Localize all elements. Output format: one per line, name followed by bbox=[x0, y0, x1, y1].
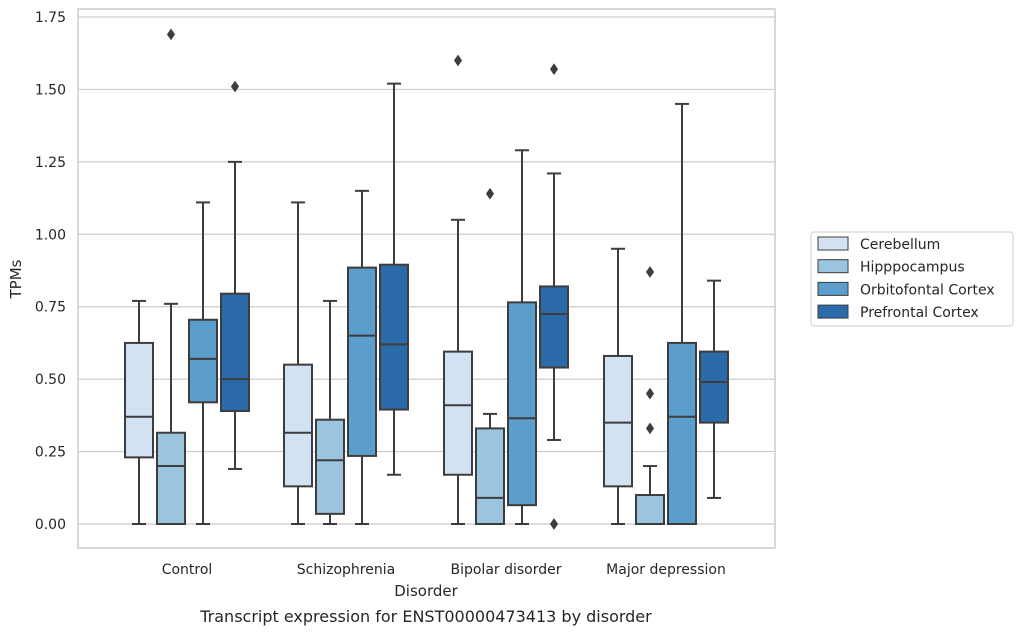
box-prefrontal-cortex-bipolar-disorder bbox=[539, 63, 569, 530]
legend: Cerebellum Hipppocampus Orbitofontal Corte… bbox=[810, 231, 1014, 327]
legend-label: Hipppocampus bbox=[860, 260, 965, 276]
box-body bbox=[699, 350, 729, 424]
box-body bbox=[635, 494, 665, 525]
legend-swatch bbox=[817, 259, 849, 274]
y-tick-label: 1.50 bbox=[35, 82, 66, 98]
box-body bbox=[443, 350, 473, 476]
box-cerebellum-control bbox=[124, 299, 154, 525]
box-cerebellum-bipolar-disorder bbox=[443, 54, 473, 525]
box-body bbox=[379, 263, 409, 411]
y-tick-label: 0.75 bbox=[35, 300, 66, 316]
y-axis-ticks: 0.00 0.25 0.50 0.75 1.00 1.25 1.50 1.75 bbox=[35, 10, 66, 533]
box-body bbox=[667, 341, 697, 525]
outlier-point bbox=[645, 387, 655, 400]
box-body bbox=[603, 354, 633, 488]
y-tick-label: 1.00 bbox=[35, 227, 66, 243]
box-prefrontal-cortex-schizophrenia bbox=[379, 82, 409, 476]
y-tick-label: 1.75 bbox=[35, 10, 66, 26]
x-tick-label: Schizophrenia bbox=[297, 562, 395, 578]
box-body bbox=[539, 285, 569, 369]
plot-area bbox=[124, 28, 729, 530]
legend-swatch bbox=[817, 304, 849, 319]
y-tick-label: 0.00 bbox=[35, 517, 66, 533]
legend-label: Cerebellum bbox=[860, 237, 940, 253]
x-tick-label: Bipolar disorder bbox=[450, 562, 561, 578]
box-body bbox=[156, 431, 186, 525]
box-body bbox=[124, 341, 154, 459]
box-cerebellum-schizophrenia bbox=[283, 201, 313, 525]
box-body bbox=[315, 418, 345, 515]
box-body bbox=[283, 363, 313, 488]
y-tick-label: 0.25 bbox=[35, 445, 66, 461]
box-body bbox=[220, 292, 250, 413]
outlier-point bbox=[549, 63, 559, 76]
box-hipppocampus-control bbox=[156, 28, 186, 525]
box-prefrontal-cortex-control bbox=[220, 80, 250, 470]
x-tick-label: Major depression bbox=[606, 562, 726, 578]
legend-swatch bbox=[817, 236, 849, 251]
legend-label: Prefrontal Cortex bbox=[860, 305, 979, 321]
outlier-point bbox=[230, 80, 240, 93]
box-cerebellum-major-depression bbox=[603, 247, 633, 525]
box-prefrontal-cortex-major-depression bbox=[699, 279, 729, 499]
box-hipppocampus-bipolar-disorder bbox=[475, 187, 505, 525]
box-hipppocampus-major-depression bbox=[635, 266, 665, 525]
box-body bbox=[507, 301, 537, 507]
box-body bbox=[475, 427, 505, 525]
x-axis-ticks: Control Schizophrenia Bipolar disorder Majo… bbox=[162, 562, 726, 578]
x-tick-label: Control bbox=[162, 562, 213, 578]
outlier-point bbox=[485, 187, 495, 200]
box-orbitofontal-cortex-major-depression bbox=[667, 102, 697, 525]
y-tick-label: 1.25 bbox=[35, 155, 66, 171]
legend-swatch bbox=[817, 281, 849, 296]
box-hipppocampus-schizophrenia bbox=[315, 299, 345, 525]
legend-label: Orbitofontal Cortex bbox=[860, 282, 995, 298]
box-body bbox=[347, 266, 377, 457]
box-orbitofontal-cortex-bipolar-disorder bbox=[507, 149, 537, 525]
legend-frame bbox=[810, 231, 1014, 327]
outlier-point bbox=[549, 518, 559, 530]
box-orbitofontal-cortex-schizophrenia bbox=[347, 189, 377, 525]
outlier-point bbox=[453, 54, 463, 67]
plot-frame bbox=[77, 8, 776, 549]
box-body bbox=[188, 318, 218, 404]
outlier-point bbox=[166, 28, 176, 41]
y-axis-label: TPMs bbox=[7, 259, 25, 299]
y-tick-label: 0.50 bbox=[35, 372, 66, 388]
outlier-point bbox=[645, 266, 655, 278]
box-orbitofontal-cortex-control bbox=[188, 201, 218, 525]
chart-caption: Transcript expression for ENST0000047341… bbox=[199, 607, 652, 626]
x-axis-label: Disorder bbox=[394, 582, 458, 600]
outlier-point bbox=[645, 422, 655, 435]
